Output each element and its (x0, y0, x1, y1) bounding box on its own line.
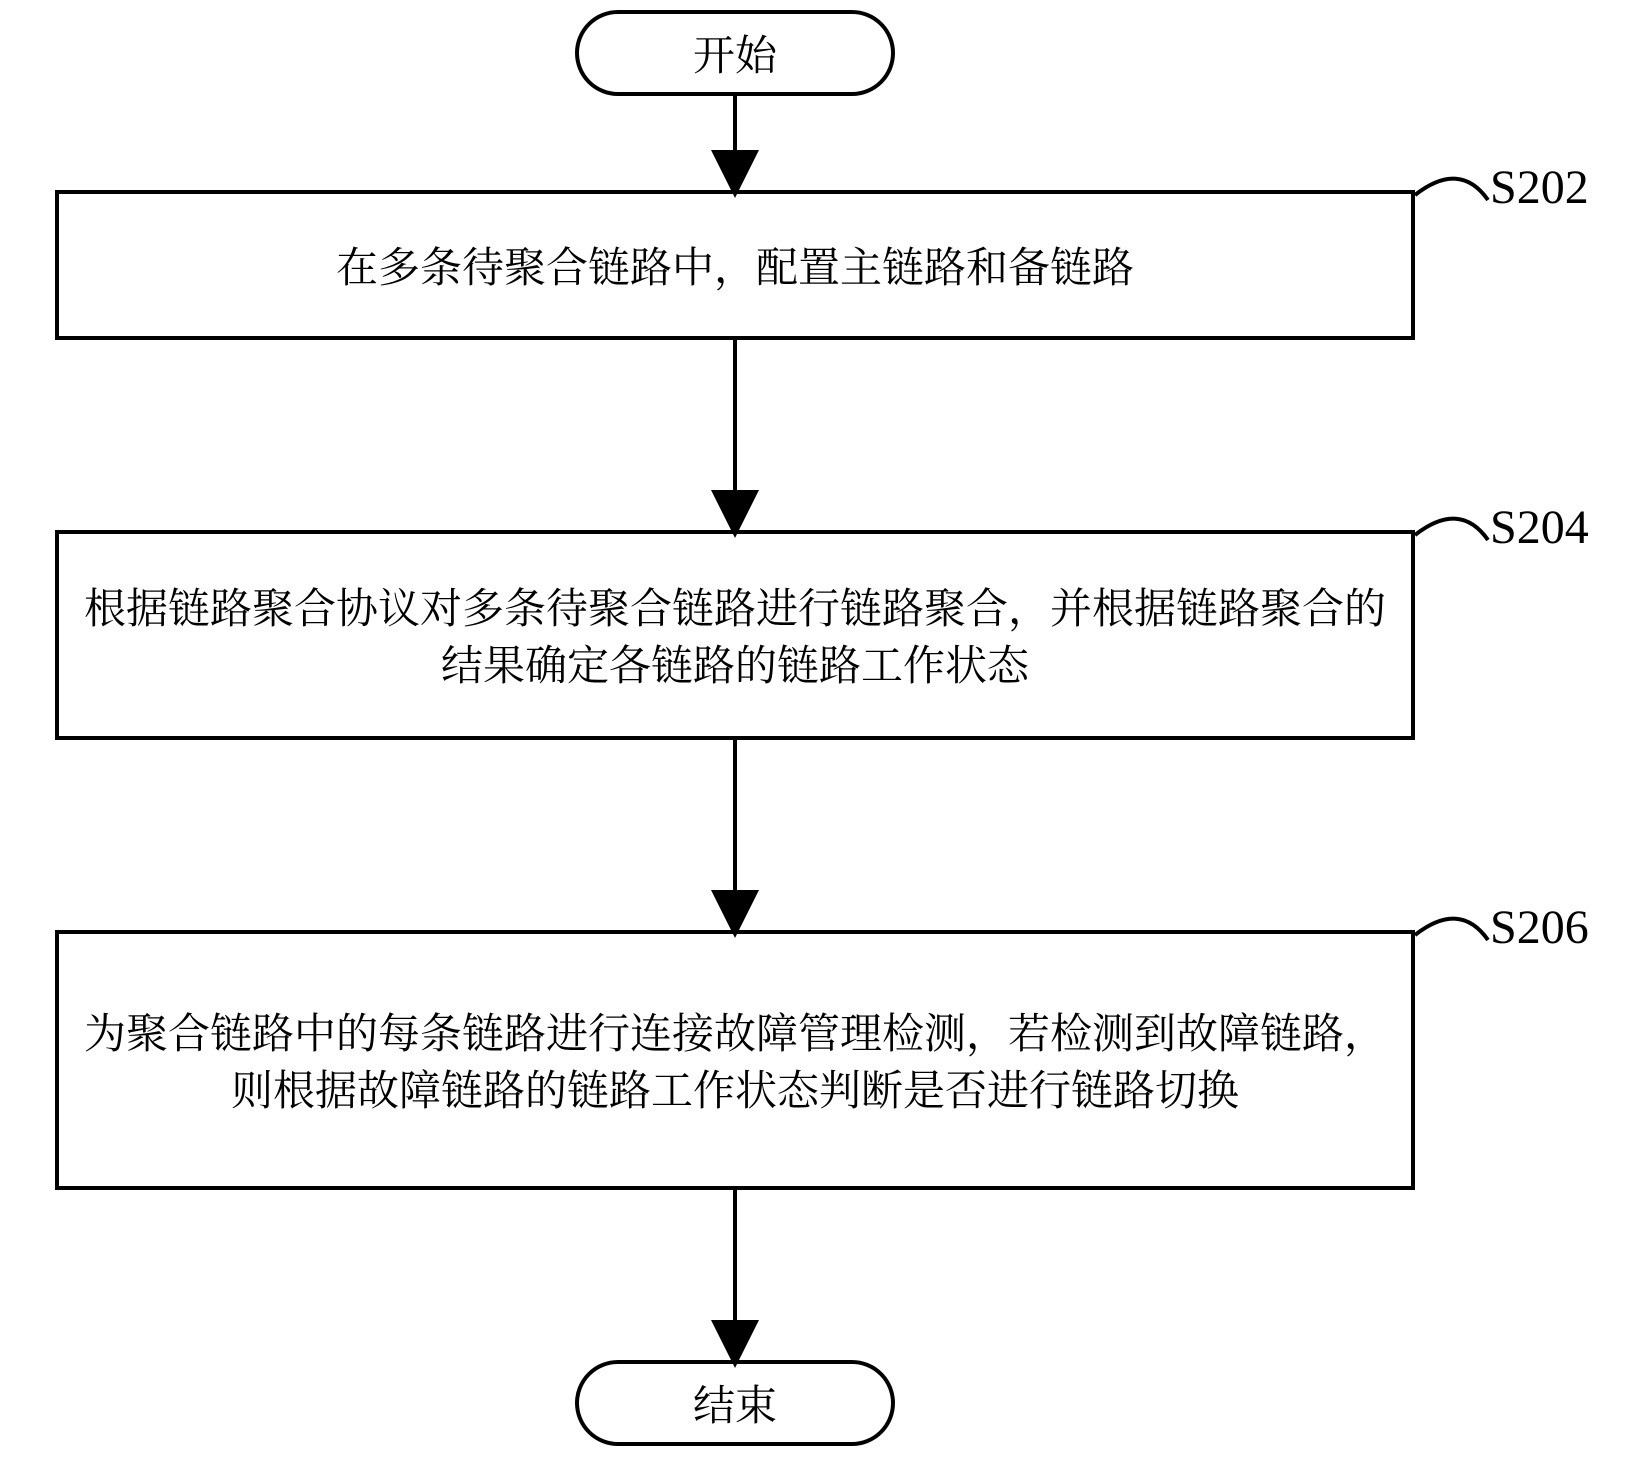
arrow-start-s202 (0, 0, 1628, 1465)
